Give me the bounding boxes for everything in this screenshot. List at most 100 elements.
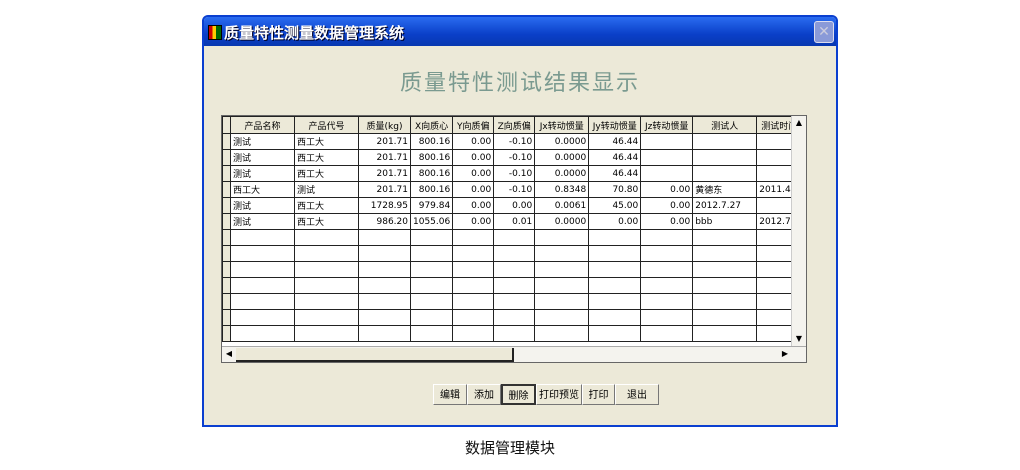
table-cell[interactable]: 0.00 xyxy=(452,133,495,150)
table-cell[interactable] xyxy=(294,277,359,294)
table-cell[interactable] xyxy=(640,229,694,246)
table-cell[interactable]: -0.10 xyxy=(493,133,536,150)
table-cell[interactable] xyxy=(692,309,758,326)
table-cell[interactable]: -0.10 xyxy=(493,149,536,166)
table-cell[interactable]: 201.71 xyxy=(358,181,411,198)
table-cell[interactable] xyxy=(452,245,495,262)
table-cell[interactable]: 0.0000 xyxy=(534,165,590,182)
table-cell[interactable] xyxy=(358,277,411,294)
table-cell[interactable] xyxy=(588,245,642,262)
table-cell[interactable] xyxy=(230,325,295,342)
table-cell[interactable] xyxy=(588,309,642,326)
column-header[interactable]: 质量(kg) xyxy=(358,116,411,134)
table-cell[interactable] xyxy=(358,309,411,326)
row-indicator[interactable] xyxy=(222,197,231,214)
button-3[interactable]: 打印预览 xyxy=(536,384,582,405)
table-cell[interactable]: -0.10 xyxy=(493,181,536,198)
table-cell[interactable]: 0.0000 xyxy=(534,213,590,230)
table-cell[interactable] xyxy=(588,277,642,294)
table-cell[interactable]: 46.44 xyxy=(588,165,642,182)
table-cell[interactable] xyxy=(452,293,495,310)
table-cell[interactable] xyxy=(534,245,590,262)
row-indicator[interactable] xyxy=(222,229,231,246)
table-cell[interactable] xyxy=(409,277,454,294)
table-cell[interactable]: 0.00 xyxy=(588,213,642,230)
table-cell[interactable] xyxy=(452,277,495,294)
row-indicator[interactable] xyxy=(222,309,231,326)
button-1[interactable]: 添加 xyxy=(467,384,501,405)
row-indicator[interactable] xyxy=(222,165,231,182)
table-cell[interactable]: 46.44 xyxy=(588,133,642,150)
table-cell[interactable]: 201.71 xyxy=(358,165,411,182)
scroll-down-icon[interactable]: ▼ xyxy=(795,334,803,343)
table-cell[interactable] xyxy=(452,261,495,278)
table-cell[interactable] xyxy=(640,165,694,182)
table-cell[interactable] xyxy=(588,325,642,342)
table-cell[interactable]: 0.0000 xyxy=(534,149,590,166)
row-indicator[interactable] xyxy=(222,325,231,342)
row-indicator[interactable] xyxy=(222,149,231,166)
row-indicator[interactable] xyxy=(222,293,231,310)
row-indicator[interactable] xyxy=(222,213,231,230)
table-cell[interactable] xyxy=(358,229,411,246)
table-cell[interactable] xyxy=(534,229,590,246)
table-cell[interactable] xyxy=(493,229,536,246)
table-cell[interactable] xyxy=(588,261,642,278)
column-header[interactable]: Z向质偏 xyxy=(493,116,536,134)
table-cell[interactable] xyxy=(534,261,590,278)
table-row[interactable]: 西工大 测试 201.71 800.16 0.00 -0.10 0.8348 70.80 0.0… xyxy=(222,181,803,198)
table-cell[interactable] xyxy=(493,309,536,326)
table-cell[interactable] xyxy=(692,325,758,342)
table-cell[interactable] xyxy=(692,133,758,150)
table-cell[interactable]: 979.84 xyxy=(409,197,454,214)
table-cell[interactable]: 0.00 xyxy=(452,149,495,166)
table-cell[interactable] xyxy=(692,293,758,310)
table-cell[interactable]: 西工大 xyxy=(230,181,295,198)
table-cell[interactable] xyxy=(588,229,642,246)
table-cell[interactable] xyxy=(452,229,495,246)
row-indicator[interactable] xyxy=(222,277,231,294)
table-cell[interactable] xyxy=(692,229,758,246)
table-cell[interactable]: 0.00 xyxy=(640,181,694,198)
table-cell[interactable]: 西工大 xyxy=(294,165,359,182)
horizontal-scrollbar[interactable]: ◀ ▶ xyxy=(222,346,806,362)
table-cell[interactable] xyxy=(409,309,454,326)
button-0[interactable]: 编辑 xyxy=(433,384,467,405)
table-cell[interactable] xyxy=(358,245,411,262)
table-row[interactable] xyxy=(222,309,803,326)
column-header[interactable]: 测试时间 xyxy=(756,116,803,134)
row-indicator[interactable] xyxy=(222,133,231,150)
table-cell[interactable] xyxy=(692,261,758,278)
table-cell[interactable]: 西工大 xyxy=(294,213,359,230)
scroll-thumb[interactable] xyxy=(236,348,514,362)
table-cell[interactable] xyxy=(294,229,359,246)
table-cell[interactable]: 0.01 xyxy=(493,213,536,230)
row-indicator[interactable] xyxy=(222,245,231,262)
table-cell[interactable] xyxy=(493,293,536,310)
table-cell[interactable]: 0.8348 xyxy=(534,181,590,198)
table-cell[interactable]: bbb xyxy=(692,213,758,230)
table-cell[interactable]: 测试 xyxy=(230,149,295,166)
table-cell[interactable]: 0.00 xyxy=(493,197,536,214)
table-cell[interactable]: -0.10 xyxy=(493,165,536,182)
table-cell[interactable]: 1728.95 xyxy=(358,197,411,214)
table-row[interactable] xyxy=(222,325,803,342)
table-cell[interactable] xyxy=(640,277,694,294)
button-2[interactable]: 删除 xyxy=(501,384,536,405)
table-cell[interactable] xyxy=(692,149,758,166)
row-indicator[interactable] xyxy=(222,181,231,198)
table-cell[interactable]: 西工大 xyxy=(294,197,359,214)
close-icon[interactable]: ✕ xyxy=(814,21,834,43)
table-cell[interactable] xyxy=(358,293,411,310)
table-cell[interactable] xyxy=(230,277,295,294)
table-cell[interactable]: 800.16 xyxy=(409,165,454,182)
table-cell[interactable] xyxy=(640,133,694,150)
table-cell[interactable] xyxy=(230,309,295,326)
table-cell[interactable]: 800.16 xyxy=(409,149,454,166)
table-cell[interactable] xyxy=(493,277,536,294)
table-cell[interactable]: 2012.7.27 xyxy=(692,197,758,214)
table-cell[interactable] xyxy=(534,309,590,326)
table-cell[interactable] xyxy=(534,277,590,294)
table-cell[interactable] xyxy=(230,293,295,310)
table-cell[interactable]: 0.0061 xyxy=(534,197,590,214)
